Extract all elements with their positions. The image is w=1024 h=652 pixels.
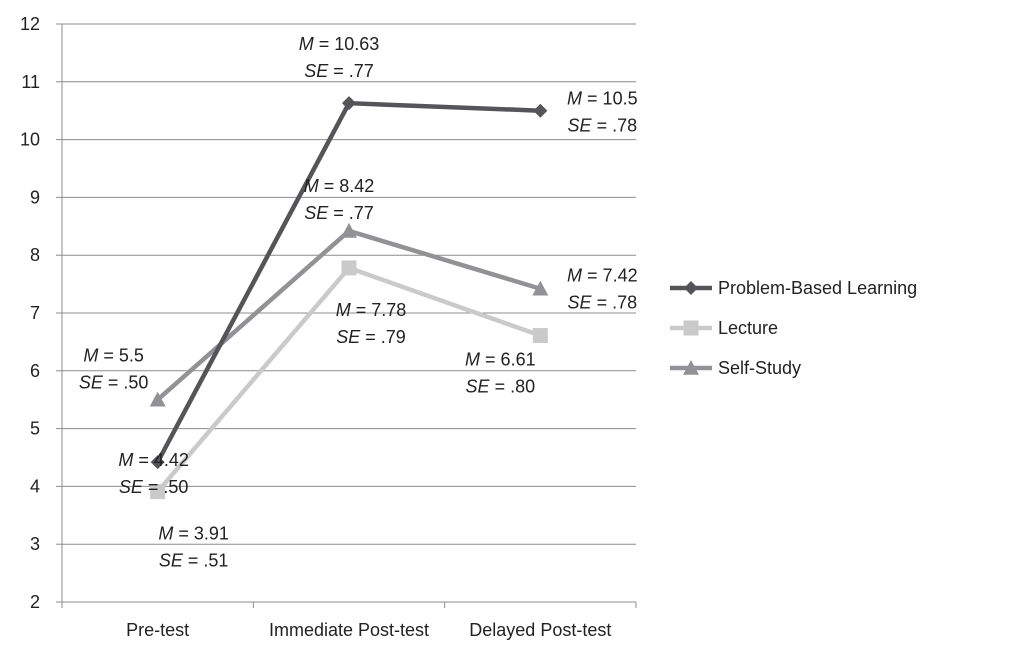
data-annotation: M = 3.91 SE = .51 <box>158 524 229 571</box>
y-tick-label: 4 <box>30 476 40 496</box>
data-point-self-study <box>149 391 166 407</box>
y-tick-label: 7 <box>30 303 40 323</box>
series-line-problem-based-learning <box>155 100 543 465</box>
se-label: SE = .50 <box>79 373 149 393</box>
data-annotation: M = 7.78 SE = .79 <box>336 300 407 347</box>
se-label: SE = .50 <box>119 477 189 497</box>
legend-item-self-study: Self-Study <box>670 358 801 378</box>
legend-item-problem-based-learning: Problem-Based Learning <box>670 278 917 298</box>
mean-label: M = 6.61 <box>465 350 536 370</box>
data-point-self-study <box>341 222 357 238</box>
se-label: SE = .78 <box>568 116 638 136</box>
y-tick-label: 9 <box>30 187 40 207</box>
y-tick-label: 10 <box>20 130 40 150</box>
legend-label: Problem-Based Learning <box>718 278 917 298</box>
se-label: SE = .51 <box>159 551 229 571</box>
data-annotation: M = 5.5 SE = .50 <box>79 346 149 393</box>
legend-swatch-marker <box>683 320 699 336</box>
y-tick-label: 8 <box>30 245 40 265</box>
legend-item-lecture: Lecture <box>670 318 778 338</box>
data-annotation: M = 10.63 SE = .77 <box>299 34 380 81</box>
se-label: SE = .79 <box>336 327 406 347</box>
y-tick-label: 3 <box>30 534 40 554</box>
x-tick-label: Pre-test <box>126 620 189 640</box>
data-annotation: M = 6.61 SE = .80 <box>465 350 536 397</box>
axes <box>61 24 637 608</box>
data-point-problem-based-learning <box>342 96 356 111</box>
mean-label: M = 8.42 <box>304 176 375 196</box>
y-tick-label: 12 <box>20 14 40 34</box>
x-tick-label: Delayed Post-test <box>469 620 611 640</box>
legend-label: Self-Study <box>718 358 801 378</box>
mean-label: M = 3.91 <box>158 524 229 544</box>
data-point-lecture <box>341 260 357 276</box>
data-annotation: M = 7.42 SE = .78 <box>567 266 638 313</box>
mean-label: M = 10.63 <box>299 34 380 54</box>
legend-swatch-marker <box>684 281 698 295</box>
y-tick-label: 2 <box>30 592 40 612</box>
y-tick-labels: 2 3 4 5 6 7 8 9 10 11 12 <box>20 14 40 612</box>
data-annotation: M = 4.42 SE = .50 <box>118 450 189 497</box>
data-point-problem-based-learning <box>533 103 548 118</box>
y-tick-label: 6 <box>30 361 40 381</box>
data-point-lecture <box>150 484 166 500</box>
y-tick-label: 5 <box>30 419 40 439</box>
mean-label: M = 10.5 <box>567 89 638 109</box>
x-tick-labels: Pre-test Immediate Post-test Delayed Post-… <box>126 620 611 640</box>
gridlines <box>56 23 636 603</box>
mean-label: M = 4.42 <box>118 450 189 470</box>
se-label: SE = .78 <box>568 293 638 313</box>
data-point-problem-based-learning <box>150 455 165 470</box>
data-annotation: M = 8.42 SE = .77 <box>304 176 375 223</box>
mean-label: M = 5.5 <box>83 346 144 366</box>
mean-label: M = 7.42 <box>567 266 638 286</box>
x-tick-label: Immediate Post-test <box>269 620 429 640</box>
y-tick-label: 11 <box>21 72 40 92</box>
legend: Problem-Based Learning Lecture Self-Study <box>670 278 917 378</box>
data-annotation: M = 10.5 SE = .78 <box>567 89 638 136</box>
se-label: SE = .77 <box>304 61 374 81</box>
data-point-self-study <box>532 280 549 296</box>
mean-label: M = 7.78 <box>336 300 407 320</box>
series-lines <box>149 96 549 500</box>
se-label: SE = .80 <box>466 377 536 397</box>
legend-swatch-marker <box>683 360 699 375</box>
se-label: SE = .77 <box>304 203 374 223</box>
data-point-lecture <box>532 328 548 344</box>
legend-label: Lecture <box>718 318 778 338</box>
